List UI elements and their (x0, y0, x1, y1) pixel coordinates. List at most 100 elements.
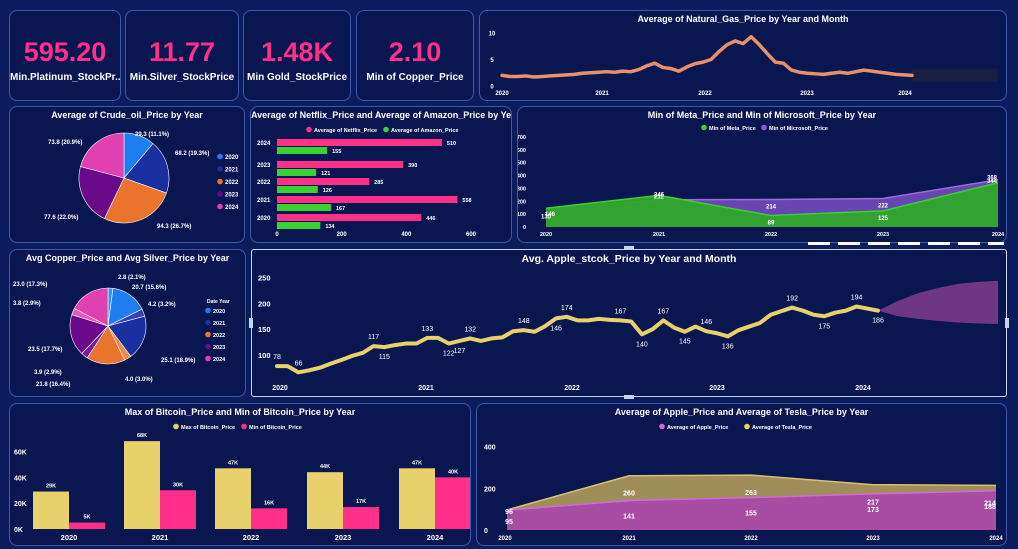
bar (277, 204, 331, 211)
resize-handle-right[interactable] (1005, 318, 1009, 328)
data-label: 285 (374, 180, 383, 186)
slice-label: 23.0 (17.3%) (13, 282, 47, 288)
y-tick-label: 10 (489, 32, 496, 38)
y-tick-label: 250 (258, 274, 271, 283)
y-tick-label: 0 (484, 528, 488, 535)
y-tick-label: 200 (518, 199, 526, 205)
y-tick-label: 400 (484, 445, 496, 452)
data-label: 125 (878, 216, 889, 222)
legend-label: Min of Meta_Price (709, 126, 756, 132)
data-label: 192 (786, 296, 798, 303)
legend-label: Average of Tesla_Price (752, 425, 812, 431)
x-tick-label: 2023 (877, 232, 889, 238)
crude-oil-chart-panel[interactable]: Average of Crude_oil_Price by Year 39.3 … (9, 106, 245, 243)
data-label: 47K (228, 460, 238, 466)
data-label: 95 (505, 519, 513, 526)
data-label: 146 (550, 325, 562, 332)
slice-label: 77.6 (22.0%) (44, 215, 78, 221)
bar (277, 214, 422, 221)
crude-oil-pie-chart: 39.3 (11.1%) 68.2 (19.3%) 94.3 (26.7%) 77.6… (44, 132, 239, 230)
chart-title: Average of Natural_Gas_Price by Year and… (637, 14, 849, 24)
netflix-amazon-chart-panel[interactable]: Average of Netflix_Price and Average of … (250, 106, 512, 243)
x-tick-label: 2024 (427, 533, 445, 542)
apple-stock-chart-panel[interactable]: Avg. Apple_stcok_Price by Year and Month… (251, 249, 1007, 397)
resize-handle-bottom[interactable] (624, 395, 634, 399)
legend-label: 2020 (213, 309, 225, 315)
bar (277, 169, 317, 176)
kpi-card-silver[interactable]: 11.77 Min.Silver_StockPrice (125, 10, 239, 101)
legend-label: Min of Bitcoin_Price (249, 425, 302, 431)
y-tick-label: 400 (518, 174, 526, 180)
legend-label: 2020 (225, 155, 239, 161)
y-tick-label: 2020 (257, 216, 271, 222)
kpi-card-platinum[interactable]: 595.20 Min.Platinum_StockPr... (9, 10, 121, 101)
y-tick-label: 300 (518, 186, 526, 192)
data-label: 186 (872, 318, 884, 325)
slice-label: 23.5 (17.7%) (28, 347, 62, 353)
data-label: 78 (273, 354, 281, 361)
y-tick-label: 200 (258, 299, 271, 308)
legend-label: Average of Netflix_Price (314, 128, 377, 134)
x-tick-label: 2020 (495, 91, 509, 97)
kpi-card-gold[interactable]: 1.48K Min Gold_StockPrice (243, 10, 351, 101)
x-tick-label: 2021 (622, 536, 636, 542)
data-label: 121 (321, 171, 330, 177)
y-tick-label: 200 (484, 486, 496, 493)
x-tick-label: 2024 (989, 536, 1003, 542)
data-label: 146 (545, 212, 556, 218)
data-label: 140 (636, 341, 648, 348)
natural-gas-chart-panel[interactable]: Average of Natural_Gas_Price by Year and… (479, 10, 1007, 101)
copper-silver-pie-chart: 2.8 (2.1%) 20.7 (15.6%) 4.2 (3.2%) 25.1 (18… (13, 275, 230, 388)
x-tick-label: 2021 (653, 232, 665, 238)
bitcoin-chart-panel[interactable]: Max of Bitcoin_Price and Min of Bitcoin_… (9, 403, 471, 546)
data-label: 167 (336, 206, 345, 212)
bar (160, 490, 196, 529)
kpi-value: 1.48K (260, 37, 334, 67)
x-tick-label: 2022 (243, 533, 260, 542)
meta-microsoft-chart-panel[interactable]: Min of Meta_Price and Min of Microsoft_P… (517, 106, 1007, 243)
y-tick-label: 2022 (257, 180, 271, 186)
bar (215, 468, 251, 529)
data-label: 214 (984, 500, 996, 507)
x-tick-label: 600 (466, 232, 477, 238)
data-label: 135 (541, 215, 552, 221)
pie-slice (78, 166, 125, 219)
legend-marker (217, 166, 223, 172)
y-tick-label: 100 (258, 351, 271, 360)
bar (343, 507, 379, 529)
data-label: 246 (654, 192, 665, 198)
copper-silver-chart-panel[interactable]: Avg Copper_Price and Avg Silver_Price by… (9, 249, 246, 397)
legend-label: 2024 (225, 205, 239, 211)
legend-marker (761, 124, 767, 131)
data-label: 141 (623, 514, 635, 521)
x-tick-label: 2023 (800, 91, 814, 97)
pie-slice (123, 143, 170, 194)
resize-handle-left[interactable] (249, 318, 253, 328)
kpi-value: 595.20 (23, 37, 107, 67)
data-label: 5K (83, 515, 90, 521)
x-tick-label: 0 (275, 232, 279, 238)
data-label: 127 (454, 348, 466, 355)
data-label: 390 (408, 163, 417, 169)
y-tick-label: 60K (14, 450, 27, 457)
resize-handle-top[interactable] (624, 246, 634, 250)
y-tick-label: 20K (14, 501, 27, 508)
bar (277, 161, 404, 168)
meta-microsoft-area-chart: Min of Meta_Price Min of Microsoft_Price 0… (518, 124, 1005, 238)
x-tick-label: 2024 (992, 232, 1005, 238)
legend-marker (659, 423, 665, 430)
y-tick-label: 150 (258, 325, 271, 334)
data-label: 558 (462, 198, 471, 204)
data-label: 194 (851, 295, 863, 302)
data-label: 510 (447, 141, 456, 147)
data-label: 122 (443, 351, 455, 358)
x-tick-label: 2022 (765, 232, 777, 238)
legend-marker (217, 203, 223, 210)
slice-label: 73.8 (20.9%) (48, 140, 82, 146)
kpi-card-copper[interactable]: 2.10 Min of Copper_Price (356, 10, 474, 101)
data-label: 66 (295, 360, 303, 367)
legend-marker (205, 355, 211, 362)
chart-title: Avg Copper_Price and Avg Silver_Price by… (25, 253, 230, 263)
apple-tesla-chart-panel[interactable]: Average of Apple_Price and Average of Te… (476, 403, 1007, 546)
slice-label: 3.9 (2.9%) (34, 370, 62, 376)
